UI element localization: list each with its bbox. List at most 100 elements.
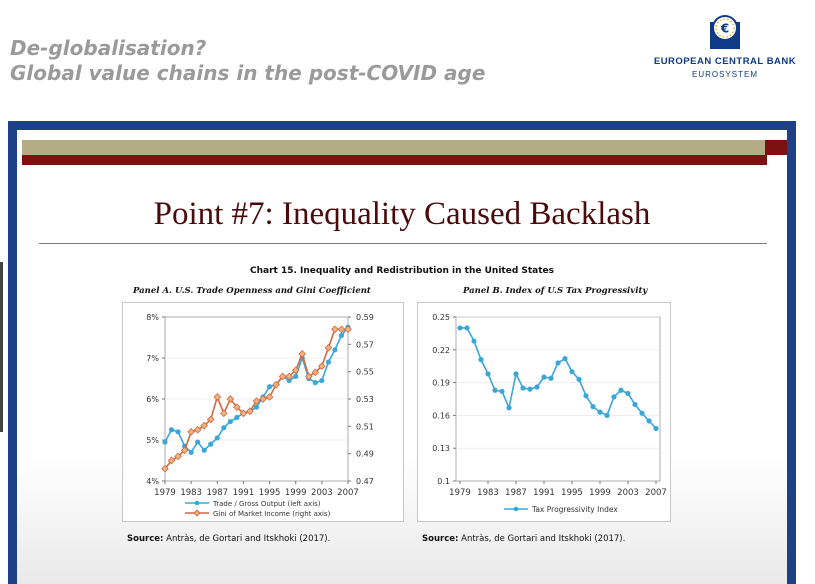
data-point (259, 395, 267, 403)
y-tick-label: 0.16 (432, 411, 450, 420)
slide-top-stripe (22, 155, 767, 165)
x-tick-label: 1983 (477, 488, 499, 498)
data-point (234, 414, 240, 421)
data-point (583, 393, 589, 399)
x-tick-label: 2007 (337, 488, 359, 498)
data-point (293, 373, 299, 380)
panel-a-title: Panel A. U.S. Trade Openness and Gini Co… (133, 286, 371, 296)
presentation-title: De-globalisation? Global value chains in… (10, 36, 485, 86)
data-point (286, 377, 292, 384)
data-point (492, 387, 498, 393)
data-point (226, 395, 235, 403)
x-tick-label: 1979 (449, 488, 471, 498)
data-point (555, 360, 561, 366)
data-point (167, 456, 176, 465)
x-tick-label: 1987 (505, 488, 527, 498)
y-left-tick-label: 8% (146, 313, 159, 322)
panel-b-chart: 0.1 0.13 0.16 0.19 0.22 0.25 1979 1983 1987 1991 1… (417, 302, 671, 522)
y-tick-label: 0.1 (437, 477, 450, 486)
data-point (324, 343, 333, 352)
data-point (266, 384, 273, 390)
data-point (534, 384, 540, 390)
data-point (331, 325, 339, 334)
data-point (227, 418, 233, 425)
y-tick-label: 0.19 (432, 379, 450, 388)
source-text: Antràs, de Gortari and Itskhoki (2017). (163, 534, 331, 544)
data-point (590, 404, 596, 410)
data-point (221, 425, 227, 431)
title-divider (39, 243, 767, 244)
logo-subname: EUROSYSTEM (691, 70, 758, 79)
legend-marker (194, 500, 200, 506)
y-left-tick-label: 4% (146, 477, 159, 486)
data-point (233, 403, 241, 412)
source-label: Source: (422, 534, 459, 544)
ecb-logo: € EUROPEAN CENTRAL BANK EUROSYSTEM (640, 14, 810, 86)
x-tick-label: 1999 (285, 488, 307, 498)
data-point (252, 397, 261, 405)
legend-label: Tax Progressivity Index (531, 505, 618, 514)
panel-b-title: Panel B. Index of U.S Tax Progressivity (463, 286, 648, 296)
legend-marker (513, 506, 519, 512)
y-right-tick-label: 0.47 (356, 477, 374, 486)
data-point (161, 464, 169, 473)
data-point (206, 415, 215, 424)
data-point (569, 369, 575, 375)
y-tick-label: 0.25 (432, 313, 450, 322)
data-point (180, 446, 189, 455)
data-point (604, 412, 610, 418)
slide-corner-block (765, 140, 787, 155)
panel-a-chart: 4% 5% 6% 7% 8% 0.47 0.49 0.51 0.53 0.55 0.57 0.59 19… (122, 302, 404, 522)
legend-marker (193, 509, 201, 517)
chart-title: Chart 15. Inequality and Redistribution … (249, 266, 555, 276)
data-point (513, 371, 519, 377)
data-point (174, 452, 182, 461)
data-point (562, 355, 568, 362)
x-tick-label: 1999 (589, 488, 611, 498)
y-left-tick-label: 6% (146, 395, 159, 404)
data-point (485, 371, 491, 377)
y-tick-label: 0.22 (432, 346, 450, 355)
source-text: Antràs, de Gortari and Itskhoki (2017). (458, 534, 626, 544)
slide-top-bar (22, 140, 767, 155)
data-point (325, 359, 331, 365)
x-tick-label: 1995 (561, 488, 583, 498)
y-right-tick-label: 0.57 (356, 340, 374, 349)
window-edge (0, 262, 3, 432)
data-point (618, 387, 624, 393)
y-left-tick-label: 7% (146, 354, 159, 363)
data-point (311, 368, 320, 377)
x-tick-label: 2003 (617, 488, 639, 498)
data-point (478, 357, 484, 363)
panel-a-source: Source: Antràs, de Gortari and Itskhoki … (127, 534, 330, 544)
data-point (548, 375, 554, 381)
x-tick-label: 1983 (180, 488, 202, 498)
data-point (344, 325, 352, 334)
x-tick-label: 2007 (645, 488, 667, 498)
data-point (265, 393, 274, 401)
y-right-tick-label: 0.51 (356, 422, 374, 431)
data-point (187, 427, 195, 436)
title-line-1: De-globalisation? (10, 36, 207, 60)
data-point (239, 409, 248, 418)
data-point (318, 362, 326, 371)
data-point (464, 325, 470, 331)
legend-label: Trade / Gross Output (left axis) (212, 500, 321, 508)
y-tick-label: 0.13 (432, 444, 450, 453)
data-point (253, 404, 260, 410)
data-point (246, 407, 254, 416)
data-point (653, 425, 659, 432)
panel-b-plot: 0.1 0.13 0.16 0.19 0.22 0.25 1979 1983 1987 1991 1… (432, 313, 667, 514)
data-point (541, 374, 547, 380)
data-point (499, 388, 505, 394)
data-point (332, 347, 338, 353)
data-point (285, 372, 293, 381)
y-left-tick-label: 5% (146, 436, 159, 445)
series-line (460, 327, 657, 430)
data-point (611, 394, 617, 400)
data-point (471, 338, 477, 344)
x-tick-label: 1987 (206, 488, 228, 498)
data-point (632, 401, 638, 408)
y-right-tick-label: 0.59 (356, 313, 374, 322)
slide: Point #7: Inequality Caused Backlash Cha… (17, 130, 787, 584)
